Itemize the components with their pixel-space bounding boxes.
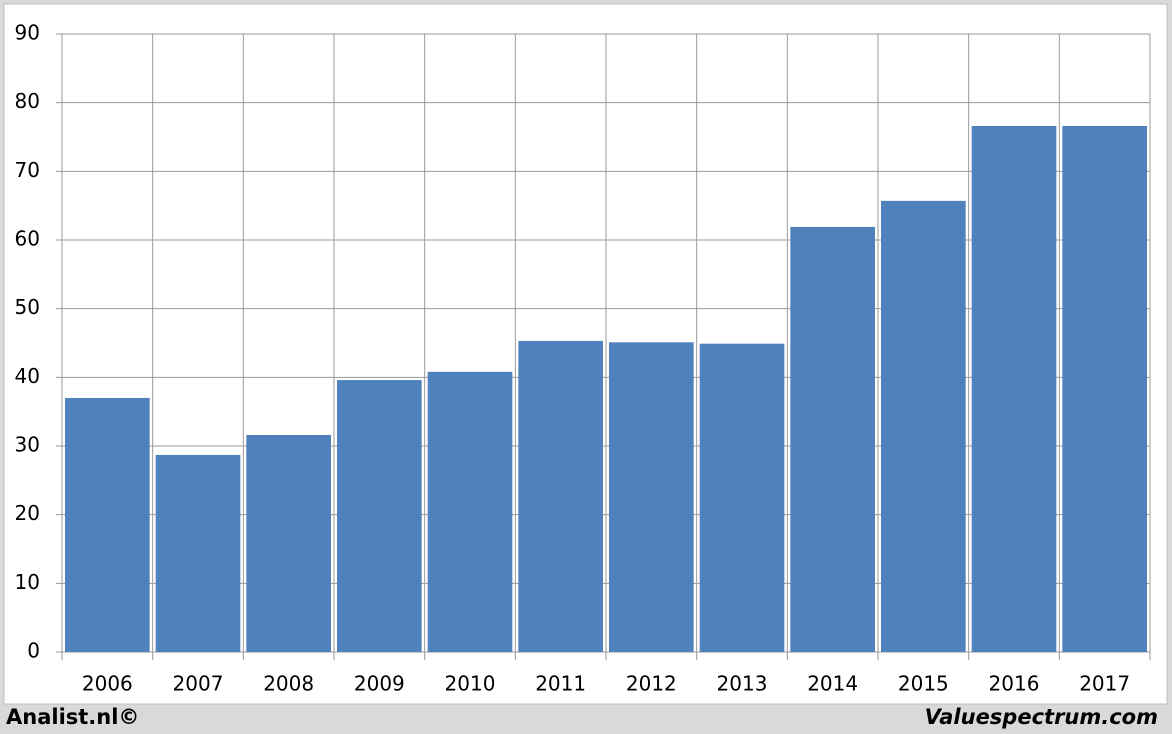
footer-left: Analist.nl© <box>6 705 139 729</box>
footer-right: Valuespectrum.com <box>925 705 1158 729</box>
x-tick-label: 2011 <box>535 672 586 696</box>
bar <box>155 454 241 652</box>
bar <box>1062 126 1147 653</box>
bar <box>790 226 875 652</box>
x-tick-label: 2009 <box>354 672 405 696</box>
bar <box>971 126 1057 653</box>
y-tick-label: 60 <box>15 227 40 251</box>
y-tick-label: 50 <box>15 295 40 319</box>
x-tick-label: 2017 <box>1079 672 1130 696</box>
bar <box>337 380 422 652</box>
x-tick-label: 2015 <box>898 672 949 696</box>
bar <box>699 343 785 652</box>
x-tick-label: 2010 <box>445 672 496 696</box>
y-tick-label: 30 <box>15 433 40 457</box>
bar <box>427 371 513 652</box>
y-tick-label: 0 <box>27 639 40 663</box>
y-tick-label: 90 <box>15 21 40 45</box>
x-tick-label: 2008 <box>263 672 314 696</box>
x-tick-label: 2012 <box>626 672 677 696</box>
x-tick-label: 2007 <box>173 672 224 696</box>
y-tick-label: 80 <box>15 89 40 113</box>
x-tick-label: 2013 <box>717 672 768 696</box>
bar <box>609 342 694 652</box>
y-tick-label: 40 <box>15 364 40 388</box>
bar <box>881 200 966 653</box>
y-tick-label: 70 <box>15 158 40 182</box>
bar <box>518 340 603 652</box>
y-tick-label: 10 <box>15 570 40 594</box>
x-tick-label: 2016 <box>989 672 1040 696</box>
bar <box>65 397 150 652</box>
x-tick-label: 2014 <box>807 672 858 696</box>
y-tick-label: 20 <box>15 501 40 525</box>
bar <box>246 435 331 652</box>
x-tick-label: 2006 <box>82 672 133 696</box>
